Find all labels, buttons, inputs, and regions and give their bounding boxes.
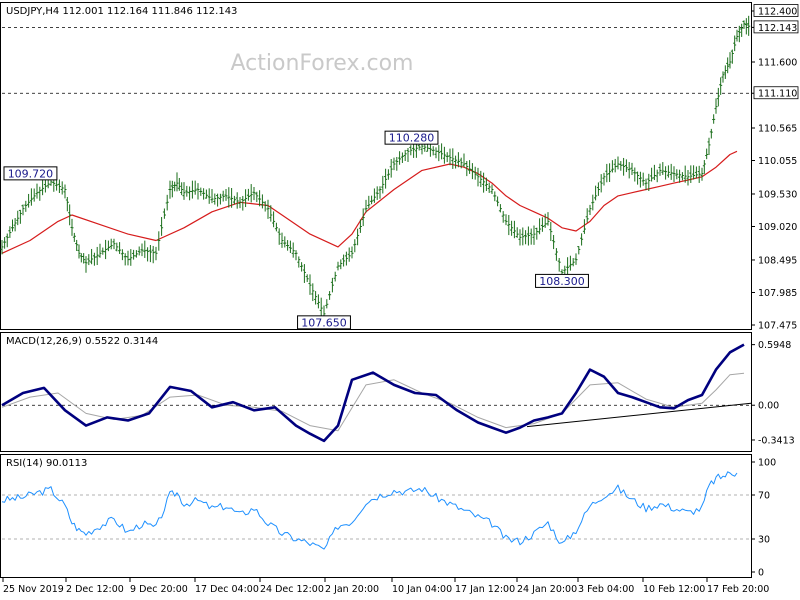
price-axis-tick-label: 110.565: [758, 123, 797, 134]
rsi-axis-tick-label: 0: [758, 568, 764, 579]
date-tick-label: 24 Dec 12:00: [260, 584, 324, 595]
moving-average-line: [1, 150, 738, 254]
date-tick-label: 3 Feb 04:00: [578, 584, 634, 595]
rsi-panel-frame: [0, 454, 752, 578]
price-axis-tick-label: 111.600: [758, 58, 797, 69]
price-axis-tick-label: 109.530: [758, 189, 797, 200]
price-tag-box: [753, 4, 799, 17]
annotation-label: 108.300: [539, 275, 585, 288]
date-tick-label: 24 Jan 20:00: [517, 584, 577, 595]
macd-panel-frame: [0, 332, 752, 452]
macd-series-layer: [1, 343, 752, 443]
price-axis-tick-label: 107.985: [758, 288, 797, 299]
macd-signal-line: [1, 372, 745, 432]
rsi-line: [1, 471, 738, 550]
rsi-series-layer: [1, 471, 738, 550]
date-tick-label: 17 Jan 12:00: [455, 584, 515, 595]
rsi-axis: 100 70 30 0: [751, 458, 776, 579]
rsi-panel-header: RSI(14) 90.0113: [6, 458, 87, 469]
annotation-box: [384, 130, 439, 145]
date-axis: 25 Nov 2019 2 Dec 12:00 9 Dec 20:00 17 Dec …: [2, 578, 769, 595]
watermark: ActionForex.com: [231, 51, 414, 76]
price-annotations: 109.720 110.280 107.650 108.300: [3, 130, 589, 330]
annotation-label: 107.650: [301, 316, 347, 329]
price-axis-tick-label: 110.055: [758, 156, 797, 167]
macd-line: [1, 343, 745, 443]
date-tick-label: 17 Dec 04:00: [195, 584, 259, 595]
price-axis-tick-label: 107.475: [758, 321, 797, 332]
price-tag-label: 112.143: [758, 23, 797, 34]
price-tag-box: [753, 86, 799, 100]
annotation-label: 109.720: [8, 167, 54, 180]
price-bars: [0, 15, 751, 323]
date-tick-label: 10 Feb 12:00: [643, 584, 705, 595]
date-tick-label: 25 Nov 2019: [3, 584, 64, 595]
price-tag-label: 111.110: [758, 89, 797, 100]
date-tick-label: 9 Dec 20:00: [130, 584, 188, 595]
macd-axis-tick-label: -0.3413: [758, 435, 795, 446]
date-tick-label: 2 Jan 20:00: [325, 584, 379, 595]
annotation-box: [535, 273, 589, 288]
rsi-axis-tick-label: 100: [758, 458, 776, 469]
macd-axis-tick-label: 0.5948: [758, 340, 791, 351]
macd-trendline: [526, 402, 752, 428]
macd-panel-header: MACD(12,26,9) 0.5522 0.3144: [6, 336, 158, 347]
annotation-label: 110.280: [389, 132, 435, 145]
price-series-layer: [0, 15, 751, 323]
date-tick-label: 10 Jan 04:00: [392, 584, 452, 595]
price-levels: [2, 26, 751, 94]
rsi-axis-tick-label: 70: [758, 491, 770, 502]
date-tick-label: 2 Dec 12:00: [66, 584, 124, 595]
annotation-box: [3, 166, 58, 181]
price-tag-box: [753, 20, 799, 34]
price-tag-label: 112.400: [758, 7, 797, 18]
date-tick-label: 17 Feb 20:00: [707, 584, 769, 595]
price-panel-header: USDJPY,H4 112.001 112.164 111.846 112.14…: [6, 6, 237, 17]
price-axis-tick-label: 109.020: [758, 222, 797, 233]
price-axis: 112.400 112.143 111.600 111.110 110.565 110.0…: [751, 4, 799, 332]
price-axis-tick-label: 108.495: [758, 255, 797, 266]
macd-axis: 0.5948 0.00 -0.3413: [751, 340, 795, 446]
rsi-axis-tick-label: 30: [758, 535, 770, 546]
macd-axis-tick-label: 0.00: [758, 401, 779, 412]
annotation-box: [297, 315, 351, 330]
